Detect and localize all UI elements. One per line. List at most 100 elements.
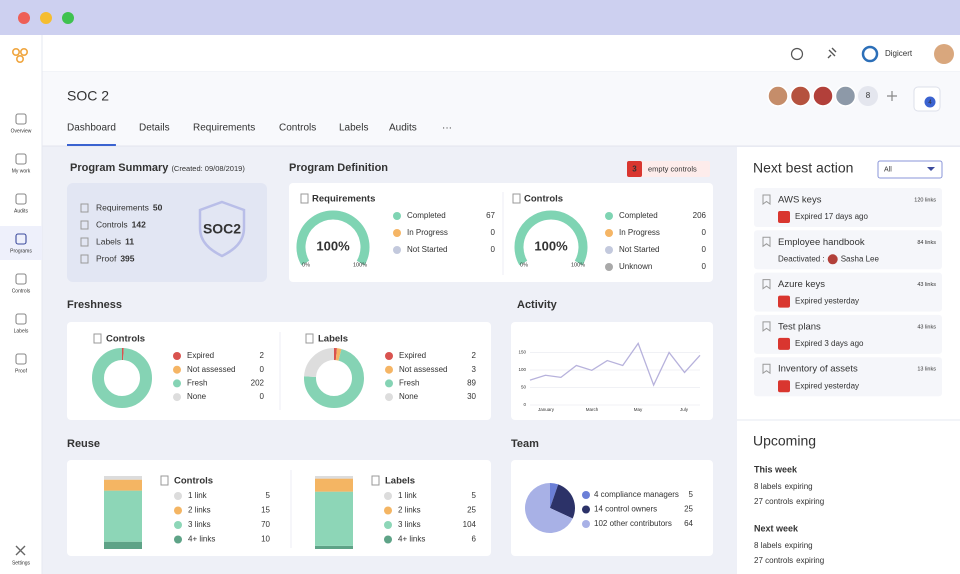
status-label: In Progress — [619, 228, 660, 237]
action-card[interactable] — [754, 230, 942, 270]
empty-controls-badge[interactable] — [627, 161, 710, 177]
member-avatar[interactable] — [834, 85, 857, 107]
member-avatar[interactable] — [767, 85, 789, 107]
bar-segment — [104, 541, 142, 549]
x-tick-label: March — [586, 407, 599, 412]
panel-icon — [300, 193, 309, 204]
filter-value[interactable]: All — [884, 166, 892, 173]
y-tick-label: 150 — [518, 350, 526, 355]
nav-icon[interactable] — [15, 353, 27, 365]
nav-label[interactable]: My work — [12, 168, 31, 174]
action-title[interactable]: Test plans — [778, 321, 821, 332]
action-status: Expired yesterday — [795, 381, 859, 390]
action-title[interactable]: Employee handbook — [778, 237, 865, 248]
empty-label[interactable]: empty controls — [648, 164, 697, 173]
action-title[interactable]: AWS keys — [778, 195, 822, 206]
tools-icon[interactable] — [827, 47, 837, 59]
add-member-button[interactable] — [887, 91, 897, 101]
status-value: 0 — [702, 262, 707, 271]
nav-icon[interactable] — [15, 193, 27, 205]
section-title: Program Summary — [70, 162, 169, 174]
x-tick-label: May — [634, 407, 643, 412]
action-card[interactable] — [754, 272, 942, 312]
alert-icon — [778, 295, 790, 308]
action-card[interactable] — [754, 357, 942, 397]
gauge-arc — [296, 210, 370, 266]
member-count[interactable]: 8 — [866, 91, 871, 100]
soc2-badge — [198, 200, 246, 258]
upcoming-count[interactable]: 8 labels — [754, 541, 782, 550]
nav-icon[interactable] — [15, 113, 27, 125]
legend-dot — [173, 365, 181, 374]
legend-value: 70 — [261, 520, 270, 529]
nav-label[interactable]: Overview — [11, 128, 32, 134]
legend-dot — [393, 229, 401, 237]
nav-label[interactable]: Controls — [12, 288, 31, 294]
status-value: 0 — [702, 228, 707, 237]
upcoming-text: expiring — [796, 556, 824, 565]
panel-heading: Upcoming — [753, 433, 816, 449]
action-title[interactable]: Azure keys — [778, 279, 825, 290]
gauge-label: 100% — [316, 238, 350, 253]
empty-count[interactable]: 3 — [632, 165, 637, 174]
status-label: Not Started — [407, 245, 447, 254]
tab[interactable]: Requirements — [193, 123, 255, 134]
legend-dot — [173, 379, 181, 388]
stat-value: 11 — [125, 236, 134, 246]
tab[interactable]: ··· — [442, 123, 452, 134]
nav-icon[interactable] — [15, 153, 27, 165]
dropdown-arrow — [927, 167, 935, 171]
nav-label[interactable]: Proof — [15, 368, 28, 374]
legend-label: 1 link — [398, 491, 418, 500]
more-members[interactable] — [858, 86, 878, 106]
member-avatar[interactable] — [789, 85, 812, 107]
settings-icon[interactable] — [15, 545, 26, 556]
panel-icon — [93, 333, 102, 344]
tab[interactable]: Controls — [279, 123, 316, 134]
legend-dot — [605, 229, 613, 237]
maximize-button[interactable] — [62, 12, 74, 24]
nav-icon[interactable] — [15, 313, 27, 325]
nav-label[interactable]: Settings — [12, 560, 31, 566]
upcoming-count[interactable]: 27 controls — [754, 497, 793, 506]
app-logo[interactable] — [12, 47, 28, 63]
panel-title: Labels — [318, 334, 348, 345]
alert-icon — [778, 211, 790, 223]
tab[interactable]: Dashboard — [67, 123, 116, 134]
upcoming-count[interactable]: 27 controls — [754, 556, 793, 565]
close-button[interactable] — [18, 12, 30, 24]
action-card[interactable] — [754, 188, 942, 227]
stat-label: Proof — [96, 253, 117, 263]
notification-badge — [924, 96, 936, 108]
created-date: (Created: 09/08/2019) — [171, 164, 245, 173]
legend-value: 10 — [261, 535, 270, 544]
tab[interactable]: Labels — [339, 123, 368, 134]
stat-label: Requirements — [96, 202, 149, 212]
nav-label[interactable]: Programs — [10, 248, 32, 254]
page-title: SOC 2 — [67, 88, 109, 104]
nav-icon[interactable] — [15, 233, 27, 245]
legend-label: 4+ links — [398, 535, 425, 544]
upcoming-count[interactable]: 8 labels — [754, 482, 782, 491]
nav-label[interactable]: Labels — [14, 328, 29, 334]
legend-value: 89 — [467, 379, 476, 388]
tab[interactable]: Audits — [389, 123, 417, 134]
status-label: Not Started — [619, 245, 659, 254]
nav-label[interactable]: Audits — [14, 208, 28, 214]
member-avatar[interactable] — [812, 85, 834, 107]
minimize-button[interactable] — [40, 12, 52, 24]
legend-label: Fresh — [187, 379, 207, 388]
user-avatar[interactable] — [934, 44, 954, 64]
gauge-max: 100% — [571, 262, 585, 268]
filter-select[interactable] — [877, 160, 943, 179]
legend-label: Expired — [399, 351, 426, 360]
stat-icon — [80, 254, 89, 264]
bookmark-icon — [762, 236, 771, 248]
status-label: Unknown — [619, 262, 652, 271]
action-card[interactable] — [754, 314, 942, 354]
help-icon[interactable] — [790, 47, 804, 61]
nav-icon[interactable] — [15, 273, 27, 285]
tab[interactable]: Details — [139, 123, 170, 134]
action-title[interactable]: Inventory of assets — [778, 364, 858, 375]
